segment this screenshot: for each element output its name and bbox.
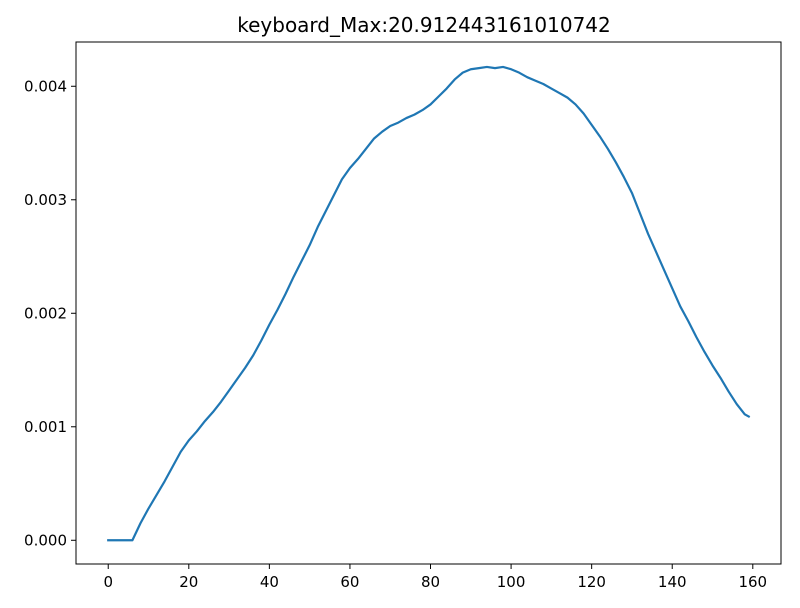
- y-tick-label: 0.003: [24, 191, 67, 209]
- y-tick-label: 0.002: [24, 304, 67, 322]
- x-tick-label: 60: [340, 573, 359, 591]
- chart-title: keyboard_Max:20.912443161010742: [237, 13, 611, 37]
- x-tick-label: 100: [497, 573, 526, 591]
- x-tick-label: 140: [658, 573, 687, 591]
- series-line-group: [107, 65, 751, 542]
- x-tick-label: 0: [103, 573, 113, 591]
- x-tick-label: 20: [179, 573, 198, 591]
- x-tick-label: 120: [577, 573, 606, 591]
- y-tick-label: 0.000: [24, 531, 67, 549]
- axes: 0 20 40 60 80 100 120 140 160 0.000 0.001 0.002 0.00…: [24, 77, 767, 591]
- x-tick-label: 80: [421, 573, 440, 591]
- y-tick-label: 0.004: [24, 77, 67, 95]
- x-tick-label: 40: [260, 573, 279, 591]
- x-tick-label: 160: [738, 573, 767, 591]
- y-tick-label: 0.001: [24, 418, 67, 436]
- plot-frame: [75, 41, 782, 565]
- series-line: [107, 65, 751, 542]
